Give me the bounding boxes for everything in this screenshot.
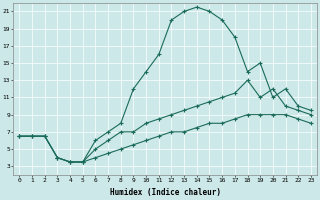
X-axis label: Humidex (Indice chaleur): Humidex (Indice chaleur) xyxy=(110,188,220,197)
